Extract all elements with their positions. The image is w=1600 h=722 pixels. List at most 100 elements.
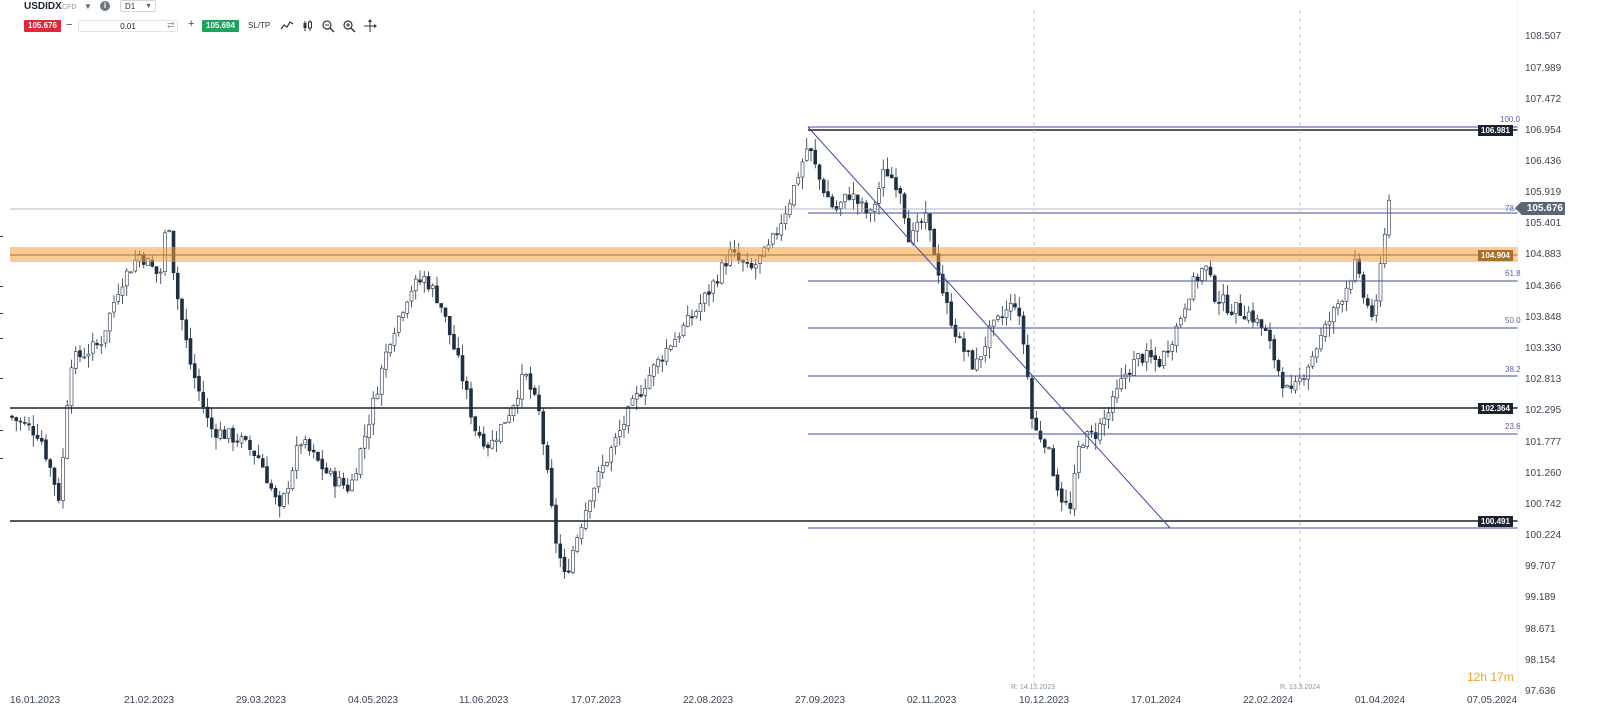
candle-body xyxy=(1093,432,1098,439)
candle-body xyxy=(1340,301,1345,305)
line-chart-icon[interactable] xyxy=(280,19,294,33)
candle-body xyxy=(184,319,189,341)
candle-body xyxy=(337,476,342,487)
candle-body xyxy=(494,439,499,443)
candle-body xyxy=(311,449,316,453)
candle-body xyxy=(409,290,414,302)
fibonacci-trendline xyxy=(807,126,1171,529)
candle-body xyxy=(1246,311,1251,321)
zoom-in-icon[interactable] xyxy=(342,19,356,33)
candle-body xyxy=(1140,354,1145,363)
candle-body xyxy=(524,374,529,377)
candle-body xyxy=(770,233,775,245)
candle-body xyxy=(124,270,129,287)
candle-body xyxy=(707,291,711,295)
plus-icon[interactable]: + xyxy=(188,18,195,30)
candle-body xyxy=(324,467,329,474)
candle-body xyxy=(724,263,728,267)
chevron-down-icon[interactable]: ▼ xyxy=(84,2,92,11)
event-marker[interactable]: R: 13.3.2024 xyxy=(1280,684,1321,691)
candle-body xyxy=(86,353,91,357)
candle-body xyxy=(588,500,592,512)
candle-body xyxy=(575,537,580,552)
candle-body xyxy=(979,356,983,361)
candle-body xyxy=(1204,265,1209,271)
candle-body xyxy=(303,439,308,445)
candle-body xyxy=(1208,266,1213,276)
candle-body xyxy=(1008,302,1013,312)
candle-body xyxy=(622,424,626,430)
candle-body xyxy=(1072,473,1077,510)
candle-body xyxy=(486,444,490,449)
date-tick: 10.12.2023 xyxy=(1019,695,1070,706)
candle-body xyxy=(1144,350,1149,363)
candle-body xyxy=(1370,305,1374,317)
candle-body xyxy=(345,484,350,492)
candle-body xyxy=(158,271,163,274)
candle-body xyxy=(214,428,218,438)
candle-body xyxy=(27,423,31,426)
swap-icon[interactable]: ⇄ xyxy=(167,20,175,30)
candle-body xyxy=(566,570,571,573)
candle-body xyxy=(422,276,427,283)
candle-body xyxy=(1174,325,1179,346)
candle-body xyxy=(56,483,61,501)
candle-body xyxy=(260,458,265,468)
candle-body xyxy=(962,338,966,352)
candle-body xyxy=(350,479,354,491)
candle-body xyxy=(129,271,133,274)
minus-icon[interactable]: − xyxy=(66,19,73,31)
candle-body xyxy=(1387,199,1391,236)
zoom-out-icon[interactable] xyxy=(321,19,335,33)
price-tick: 100.742 xyxy=(1525,499,1562,510)
level-tag[interactable]: 100.491 xyxy=(1478,516,1513,527)
level-tag[interactable]: 106.981 xyxy=(1478,125,1513,136)
candle-body xyxy=(1183,308,1187,318)
candle-body xyxy=(915,222,920,232)
timeframe-select[interactable]: D1 ▼ xyxy=(120,0,156,12)
candle-body xyxy=(243,436,248,440)
candle-body xyxy=(469,388,473,418)
candle-body xyxy=(180,298,184,321)
candle-body xyxy=(894,177,898,191)
candle-body xyxy=(197,375,201,392)
buy-button[interactable]: 105.694 xyxy=(202,20,239,32)
edge-tick xyxy=(0,458,3,459)
info-icon[interactable]: i xyxy=(100,1,110,11)
candle-body xyxy=(549,467,554,506)
candle-body xyxy=(1285,385,1289,388)
candles-icon[interactable] xyxy=(302,19,316,33)
symbol-name[interactable]: USDIDX xyxy=(24,1,62,12)
candle-body xyxy=(834,206,839,211)
candle-body xyxy=(99,344,104,346)
candle-body xyxy=(464,380,469,390)
candle-body xyxy=(1038,430,1043,440)
level-tag[interactable]: 102.364 xyxy=(1478,403,1513,414)
candle-body xyxy=(558,543,563,559)
candle-body xyxy=(1136,353,1141,360)
candle-body xyxy=(1013,303,1017,308)
edge-tick xyxy=(0,338,3,339)
zone-tag[interactable]: 104.904 xyxy=(1478,250,1513,261)
sell-button[interactable]: 105.676 xyxy=(24,20,61,32)
event-marker[interactable]: R: 14.12.2023 xyxy=(1011,684,1055,691)
candle-body xyxy=(1115,388,1119,399)
candle-body xyxy=(78,350,82,358)
candle-body xyxy=(248,439,252,450)
crosshair-icon[interactable] xyxy=(363,19,377,33)
candle-body xyxy=(401,312,405,318)
sltp-button[interactable]: SL/TP xyxy=(248,21,271,30)
edge-tick xyxy=(0,430,3,431)
candle-body xyxy=(1195,276,1200,282)
candle-body xyxy=(1170,344,1175,352)
candle-body xyxy=(1068,502,1073,509)
candle-body xyxy=(443,307,448,317)
candle-body xyxy=(719,262,724,284)
candle-body xyxy=(1238,303,1243,316)
candle-body xyxy=(265,466,269,484)
candle-body xyxy=(919,221,924,223)
quantity-input[interactable]: 0.01 xyxy=(78,20,178,32)
candle-body xyxy=(358,448,363,475)
date-tick: 21.02.2023 xyxy=(124,695,175,706)
